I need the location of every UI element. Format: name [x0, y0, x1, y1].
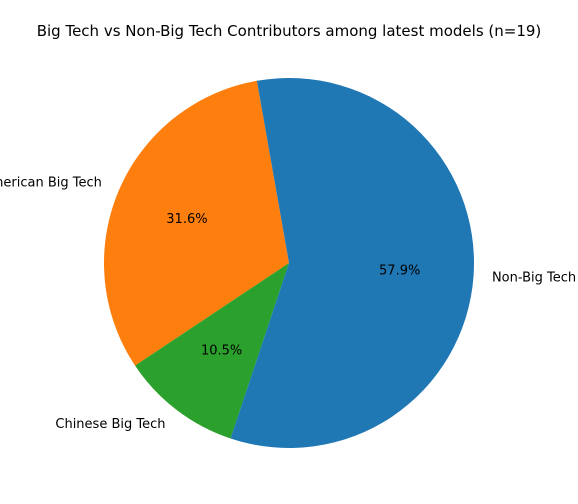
pie-slice-chinese-big-tech — [135, 263, 289, 439]
pie-slice-american-big-tech — [104, 80, 290, 366]
pie-percent-non-big-tech: 57.9% — [379, 264, 420, 279]
pie-percent-american-big-tech: 31.6% — [166, 212, 207, 227]
pie-labels: 31.6% American Big Tech 10.5% Chinese Big T… — [0, 175, 576, 432]
pie-percent-chinese-big-tech: 10.5% — [201, 344, 242, 359]
pie-slice-non-big-tech — [230, 77, 474, 449]
pie-label-american-big-tech: American Big Tech — [0, 175, 102, 190]
pie-slices — [104, 77, 474, 449]
pie-label-chinese-big-tech: Chinese Big Tech — [55, 417, 165, 432]
chart-title: Big Tech vs Non-Big Tech Contributors am… — [37, 22, 542, 40]
pie-label-non-big-tech: Non-Big Tech — [492, 270, 576, 285]
